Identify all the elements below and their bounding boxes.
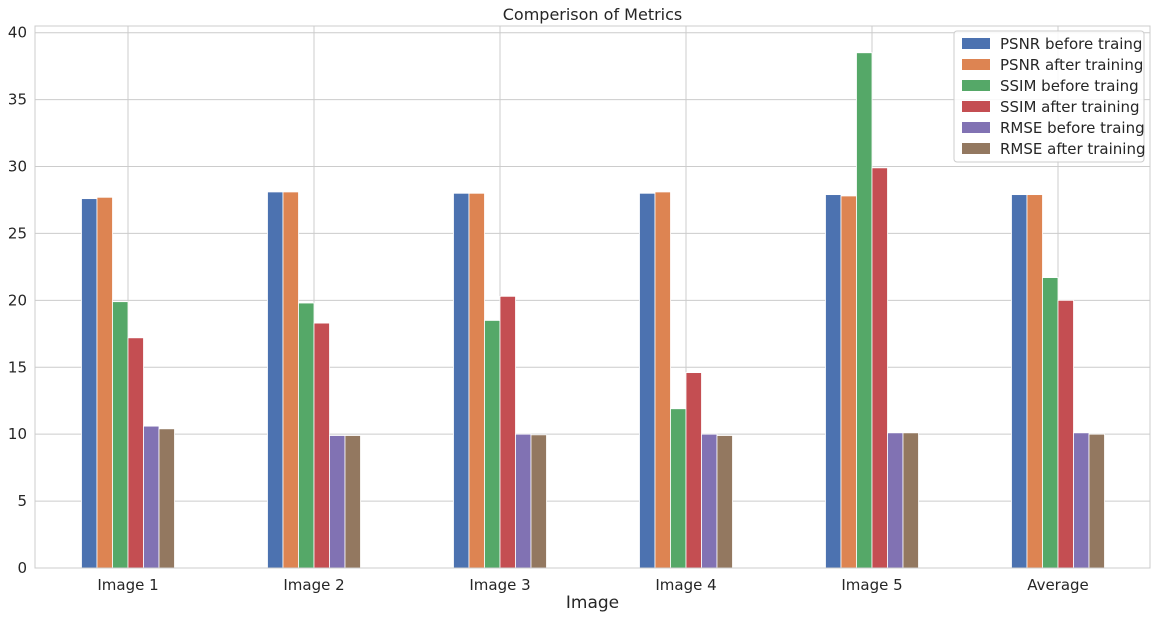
x-tick-label: Image 4	[655, 576, 716, 594]
bar-rmse-after-training-2	[531, 435, 547, 568]
bar-ssim-after-training-5	[1058, 300, 1074, 568]
bar-psnr-after-training-2	[469, 193, 485, 568]
legend-label: SSIM after training	[1000, 98, 1140, 116]
legend-swatch	[962, 38, 990, 49]
y-tick-label: 25	[8, 224, 27, 242]
legend-label: PSNR after training	[1000, 56, 1143, 74]
bar-rmse-before-traing-5	[1074, 433, 1090, 568]
bar-rmse-before-traing-3	[702, 434, 718, 568]
bar-ssim-before-traing-5	[1043, 278, 1059, 568]
bar-ssim-after-training-0	[128, 338, 144, 568]
bar-psnr-after-training-1	[283, 192, 299, 568]
bar-ssim-before-traing-0	[113, 302, 129, 568]
x-axis-label: Image	[566, 593, 619, 613]
bar-psnr-before-traing-5	[1012, 195, 1028, 568]
bar-psnr-before-traing-4	[826, 195, 842, 568]
y-tick-label: 35	[8, 91, 27, 109]
bar-ssim-after-training-4	[872, 168, 888, 568]
bar-ssim-after-training-2	[500, 296, 516, 568]
legend-label: PSNR before traing	[1000, 35, 1142, 53]
y-tick-label: 20	[8, 291, 27, 309]
bar-psnr-before-traing-1	[268, 192, 284, 568]
bar-psnr-after-training-4	[841, 196, 857, 568]
bar-psnr-after-training-0	[97, 197, 113, 568]
bar-rmse-before-traing-0	[144, 426, 160, 568]
bar-psnr-before-traing-3	[640, 193, 656, 568]
bar-rmse-before-traing-1	[330, 436, 346, 568]
legend-label: RMSE after training	[1000, 140, 1146, 158]
bar-psnr-before-traing-0	[82, 199, 98, 568]
legend-swatch	[962, 122, 990, 133]
x-axis-ticks: Image 1 Image 2 Image 3 Image 4 Image 5 Avera…	[97, 576, 1088, 594]
bar-rmse-after-training-5	[1089, 434, 1105, 568]
chart-title: Comperison of Metrics	[503, 5, 683, 24]
bar-rmse-after-training-3	[717, 436, 733, 568]
bar-rmse-before-traing-2	[516, 434, 532, 568]
x-tick-label: Image 1	[97, 576, 158, 594]
x-tick-label: Average	[1027, 576, 1089, 594]
y-tick-label: 15	[8, 358, 27, 376]
legend-swatch	[962, 143, 990, 154]
bar-ssim-before-traing-3	[671, 409, 687, 568]
bar-ssim-before-traing-1	[299, 303, 315, 568]
legend-swatch	[962, 80, 990, 91]
x-tick-label: Image 5	[841, 576, 902, 594]
bar-ssim-after-training-1	[314, 323, 330, 568]
x-tick-label: Image 3	[469, 576, 530, 594]
y-axis-ticks: 0 5 10 15 20 25 30 35 40	[8, 24, 27, 577]
bar-rmse-after-training-0	[159, 429, 175, 568]
legend: PSNR before traing PSNR after training SSI…	[954, 31, 1146, 162]
bar-psnr-after-training-5	[1027, 195, 1043, 568]
y-tick-label: 40	[8, 24, 27, 42]
legend-swatch	[962, 101, 990, 112]
bar-psnr-after-training-3	[655, 192, 671, 568]
legend-swatch	[962, 59, 990, 70]
y-tick-label: 5	[17, 492, 27, 510]
bar-rmse-after-training-4	[903, 433, 919, 568]
bar-rmse-after-training-1	[345, 436, 361, 568]
y-tick-label: 10	[8, 425, 27, 443]
bar-ssim-before-traing-4	[857, 53, 873, 568]
x-tick-label: Image 2	[283, 576, 344, 594]
y-tick-label: 0	[17, 559, 27, 577]
bar-psnr-before-traing-2	[454, 193, 470, 568]
legend-label: RMSE before traing	[1000, 119, 1145, 137]
bar-ssim-before-traing-2	[485, 320, 501, 568]
legend-label: SSIM before traing	[1000, 77, 1139, 95]
y-tick-label: 30	[8, 158, 27, 176]
bar-rmse-before-traing-4	[888, 433, 904, 568]
bar-ssim-after-training-3	[686, 373, 702, 568]
